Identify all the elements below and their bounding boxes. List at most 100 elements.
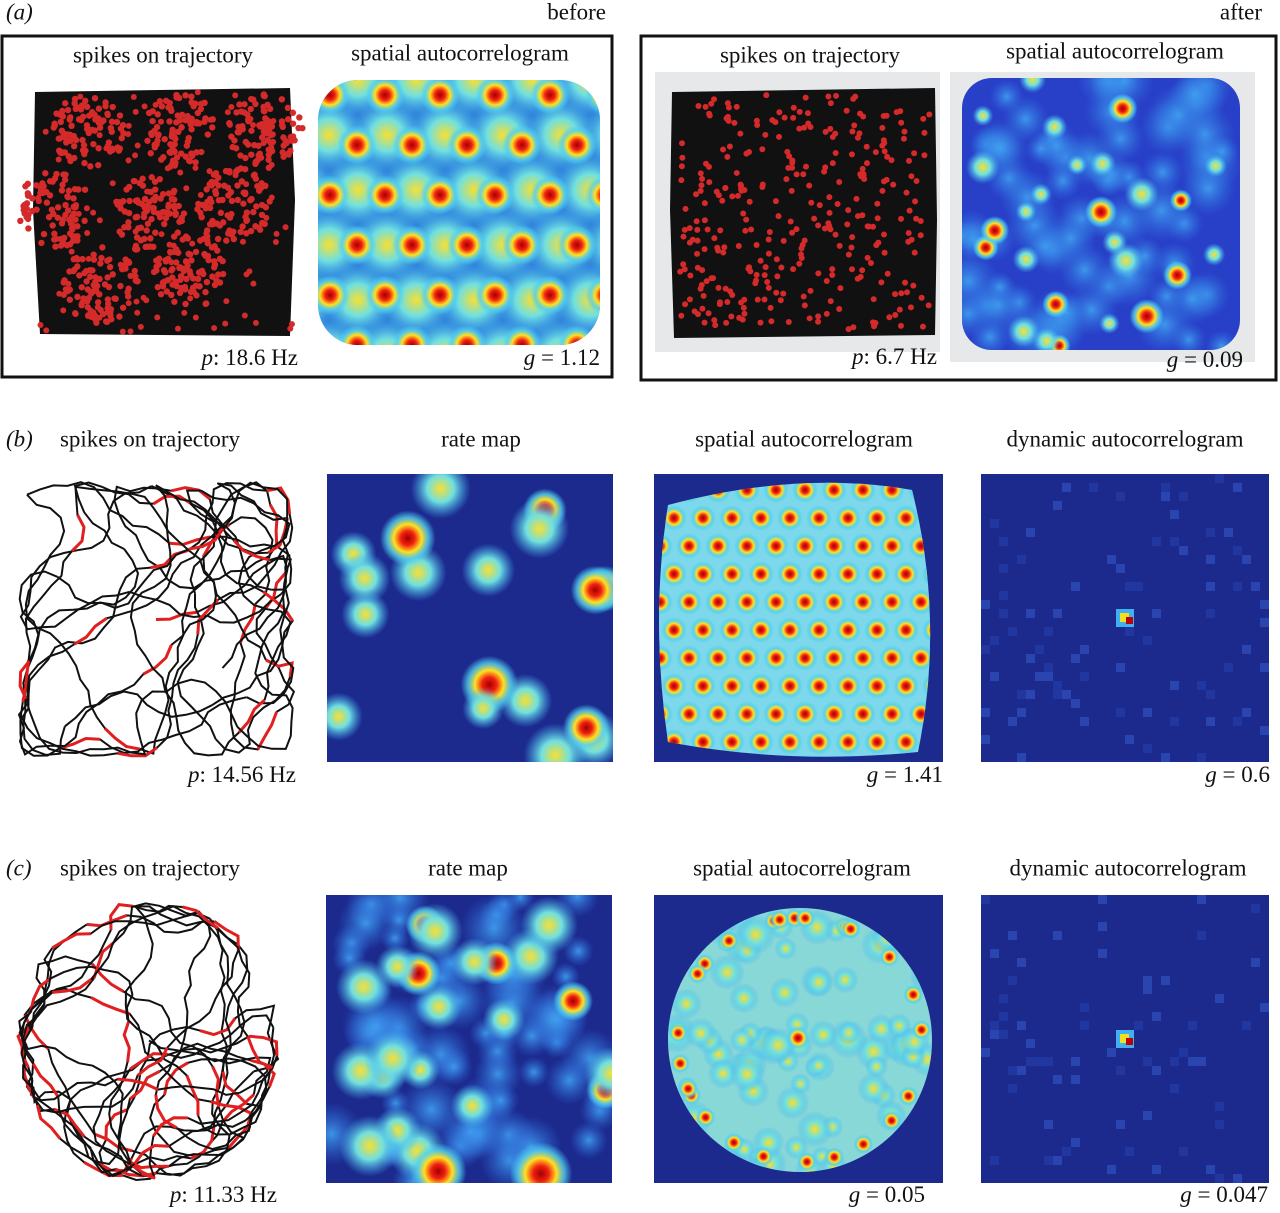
spike [725,104,732,111]
spike [113,118,121,126]
spike-segment [136,1047,169,1077]
spike [207,116,214,123]
heat-cell [1098,949,1107,958]
spike [131,178,138,185]
spike [762,131,769,138]
spike [96,217,103,224]
heat-blob [1007,315,1040,348]
spike [766,228,773,235]
spike [104,296,112,303]
heat-blob [612,325,652,365]
heat-blob [769,977,801,1008]
heat-blob [864,561,890,587]
spike [729,291,736,298]
heat-blob [748,729,774,755]
rate-map-image [327,474,613,762]
spike [64,193,72,201]
spike [250,280,257,287]
heat-blob [337,125,377,165]
heat-blob [821,645,847,671]
spike [157,118,164,125]
spike [761,296,768,303]
heading: after [1220,0,1262,24]
heat-blob [1098,313,1120,334]
spike [125,157,132,164]
spike [125,300,132,307]
spike [815,270,822,277]
trajectory [73,481,154,550]
heat-blob [670,988,702,1020]
spike [62,100,69,107]
heat-blob [808,1055,830,1077]
spike [204,198,211,205]
heat-blob [796,1111,833,1148]
spike [50,124,57,131]
spike [65,280,72,287]
heat-cell [1089,483,1098,492]
spike [111,295,118,302]
spike [116,112,124,119]
spike [776,133,783,140]
spike [54,214,62,221]
heat-cell [1008,1084,1017,1093]
heat-blob [806,617,832,643]
spike [711,96,718,103]
spike [734,192,741,199]
heat-blob [668,1022,689,1043]
spike [741,296,748,303]
spike [252,160,259,168]
spike [216,279,224,286]
rate: p: 14.56 Hz [186,762,296,787]
spike [757,257,764,264]
spike [694,250,701,257]
heat-blob [530,80,570,115]
spike [119,121,127,129]
spike [686,239,693,246]
spike [48,206,56,213]
heatmap [659,482,931,757]
heat-cell [1053,501,1062,510]
heat-blob [338,552,391,605]
spike [740,304,747,311]
heat-blob [777,505,803,531]
heat-cell [1044,1120,1053,1129]
heat-cell [1080,672,1089,681]
heat-cell [1233,1174,1242,1183]
heat-blob [1107,242,1144,279]
heat-blob [734,701,760,727]
spike [799,241,806,248]
spike [94,299,102,306]
spike [152,101,159,108]
spike [181,309,188,316]
spike [161,220,168,228]
subtitle: spatial autocorrelogram [1006,38,1224,63]
spike [203,186,210,193]
spike [248,127,255,134]
spike [178,218,185,225]
spike [711,317,718,324]
spike [61,149,69,156]
spike [176,117,184,124]
spike [746,198,753,205]
spike [182,300,189,308]
spike [156,175,164,183]
heat-cell [1134,582,1143,591]
spike [762,264,769,271]
heat-blob [893,617,919,643]
spike [166,118,173,125]
spike [81,269,88,277]
trajectory [159,921,212,1073]
spike [856,130,863,137]
heat-blob [365,80,405,115]
spike [802,94,809,101]
spike [234,166,242,174]
spike [217,209,225,217]
spike [132,108,139,115]
heat-blob [879,946,900,967]
spike [787,218,794,225]
spike [788,187,795,194]
spike [237,108,245,115]
spike [119,328,126,335]
heat-blob [557,125,597,165]
heat-blob [1089,150,1116,177]
